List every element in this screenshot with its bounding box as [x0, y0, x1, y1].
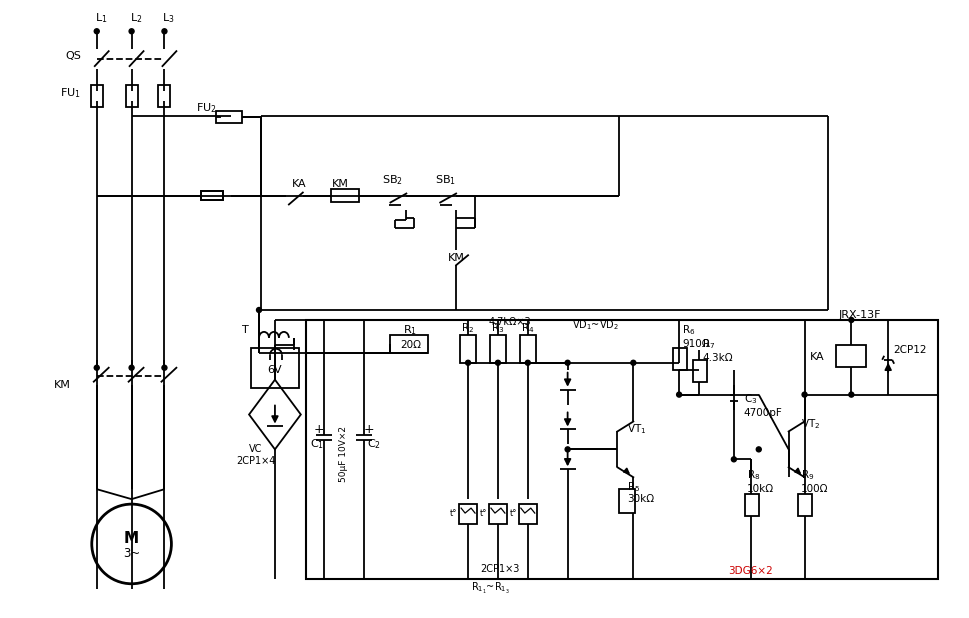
- Circle shape: [162, 365, 167, 370]
- Circle shape: [129, 365, 134, 370]
- Bar: [251, 348, 298, 387]
- Bar: [216, 111, 242, 123]
- Circle shape: [465, 360, 471, 365]
- Text: +: +: [313, 423, 324, 436]
- Bar: [91, 85, 103, 107]
- Bar: [202, 190, 223, 200]
- Text: SB$_2$: SB$_2$: [382, 174, 403, 187]
- Text: R$_1$: R$_1$: [403, 323, 418, 337]
- Text: t°: t°: [510, 509, 516, 518]
- Circle shape: [565, 447, 570, 452]
- Text: 910Ω: 910Ω: [682, 339, 709, 349]
- Text: 2CP1×4: 2CP1×4: [236, 456, 276, 467]
- Text: R$_6$: R$_6$: [682, 323, 696, 337]
- Text: L$_2$: L$_2$: [130, 11, 142, 25]
- Circle shape: [756, 447, 762, 452]
- Bar: [489, 504, 507, 524]
- Text: VC: VC: [249, 444, 263, 454]
- Text: 50μF 10V×2: 50μF 10V×2: [339, 426, 348, 482]
- Bar: [306, 320, 938, 579]
- Circle shape: [525, 360, 530, 365]
- Text: JRX-13F: JRX-13F: [838, 310, 881, 320]
- Text: t°: t°: [450, 509, 457, 518]
- Text: 30kΩ: 30kΩ: [627, 494, 654, 504]
- Bar: [619, 489, 636, 513]
- Bar: [519, 335, 536, 363]
- Text: C$_1$: C$_1$: [310, 438, 324, 451]
- Text: 20Ω: 20Ω: [400, 340, 421, 350]
- Text: C$_3$: C$_3$: [744, 392, 757, 407]
- Bar: [490, 335, 506, 363]
- Text: C$_2$: C$_2$: [367, 438, 382, 451]
- Bar: [673, 348, 687, 370]
- Text: 3~: 3~: [123, 548, 141, 561]
- Text: QS: QS: [65, 51, 80, 61]
- Text: 4.3kΩ: 4.3kΩ: [702, 353, 733, 363]
- Circle shape: [94, 29, 99, 34]
- Text: KM: KM: [332, 179, 349, 188]
- Bar: [391, 335, 428, 353]
- Circle shape: [849, 318, 854, 323]
- Circle shape: [631, 360, 636, 365]
- Text: R$_9$: R$_9$: [800, 468, 814, 482]
- Text: 4.7kΩ×3: 4.7kΩ×3: [488, 317, 531, 327]
- Text: R$_{1_1}$~R$_{1_3}$: R$_{1_1}$~R$_{1_3}$: [471, 581, 510, 596]
- Text: 6V: 6V: [267, 365, 282, 375]
- Text: KA: KA: [810, 352, 825, 362]
- Text: R$_8$: R$_8$: [747, 468, 761, 482]
- Text: R$_7$: R$_7$: [702, 337, 715, 351]
- Bar: [460, 335, 476, 363]
- Text: R$_4$: R$_4$: [521, 321, 535, 335]
- Circle shape: [495, 360, 500, 365]
- Text: KA: KA: [292, 179, 306, 188]
- Text: 2CP12: 2CP12: [893, 345, 926, 355]
- Text: T: T: [242, 325, 249, 335]
- Circle shape: [802, 392, 807, 397]
- Bar: [126, 85, 138, 107]
- Text: KM: KM: [448, 253, 464, 263]
- Text: L$_1$: L$_1$: [95, 11, 108, 25]
- Circle shape: [162, 29, 167, 34]
- Text: 100Ω: 100Ω: [800, 484, 828, 494]
- Text: FU$_1$: FU$_1$: [60, 86, 80, 100]
- Circle shape: [129, 29, 134, 34]
- Bar: [836, 345, 866, 366]
- Text: 4700pF: 4700pF: [744, 407, 783, 418]
- Text: R$_3$: R$_3$: [491, 321, 505, 335]
- Bar: [797, 494, 811, 516]
- Text: FU$_2$: FU$_2$: [197, 101, 217, 115]
- Text: 3DG6×2: 3DG6×2: [729, 566, 773, 576]
- Text: KM: KM: [54, 379, 71, 390]
- Text: VT$_2$: VT$_2$: [800, 418, 820, 431]
- Bar: [202, 190, 223, 200]
- Text: R$_2$: R$_2$: [461, 321, 475, 335]
- Text: VD$_1$~VD$_2$: VD$_1$~VD$_2$: [572, 318, 618, 332]
- Bar: [693, 360, 707, 382]
- Bar: [518, 504, 537, 524]
- Circle shape: [849, 392, 854, 397]
- Circle shape: [676, 392, 681, 397]
- Text: L$_3$: L$_3$: [163, 11, 175, 25]
- Text: VT$_1$: VT$_1$: [627, 423, 647, 436]
- Circle shape: [94, 365, 99, 370]
- Text: 10kΩ: 10kΩ: [747, 484, 774, 494]
- Bar: [330, 188, 359, 203]
- Text: 2CP1×3: 2CP1×3: [481, 564, 519, 574]
- Circle shape: [565, 360, 570, 365]
- Circle shape: [732, 457, 736, 462]
- Circle shape: [257, 308, 262, 313]
- Bar: [745, 494, 759, 516]
- Text: R$_5$: R$_5$: [627, 480, 641, 494]
- Text: SB$_1$: SB$_1$: [435, 174, 455, 187]
- Bar: [459, 504, 477, 524]
- Text: +: +: [363, 423, 374, 436]
- Bar: [159, 85, 171, 107]
- Text: M: M: [124, 531, 140, 546]
- Text: t°: t°: [480, 509, 487, 518]
